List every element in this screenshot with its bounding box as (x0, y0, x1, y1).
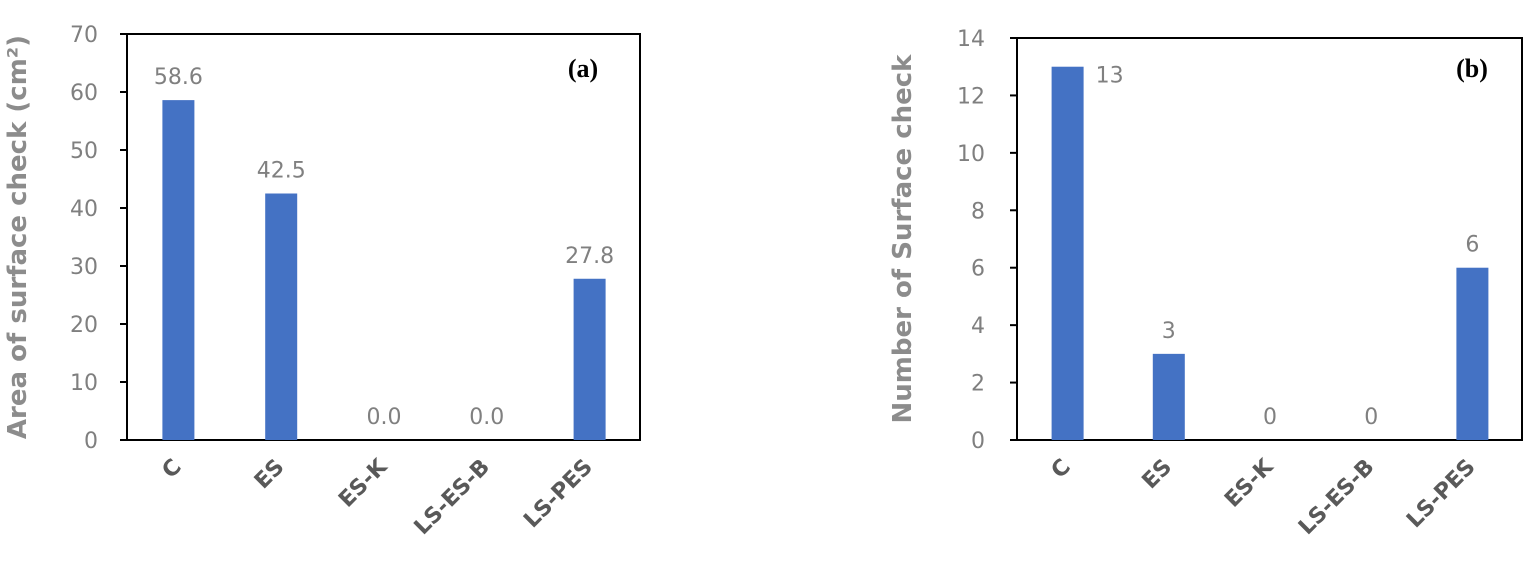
data-label: 6 (1465, 233, 1479, 258)
x-category-label: LS-PES (1402, 455, 1480, 533)
y-tick-label: 20 (70, 313, 98, 338)
data-label: 42.5 (257, 159, 306, 184)
x-category-label: LS-ES-B (1294, 455, 1379, 540)
x-category-label: C (1047, 455, 1076, 484)
y-tick-label: 8 (971, 199, 985, 224)
data-label: 58.6 (154, 65, 203, 90)
bar (1051, 66, 1084, 440)
x-category-label: C (158, 455, 187, 484)
panel-label: (a) (568, 54, 598, 83)
x-category-label: LS-PES (519, 455, 597, 533)
y-tick-label: 0 (84, 429, 98, 454)
data-label: 0 (1263, 405, 1277, 430)
y-tick-label: 12 (957, 84, 985, 109)
chart-panel-b: 0 2 4 6 8 10 12 14 Number of Surface check 13 C 3 ES… (888, 27, 1523, 540)
bar (1152, 353, 1185, 440)
y-tick-label: 60 (70, 81, 98, 106)
chart-panel-a: 0 10 20 30 40 50 60 70 Area of surface check (cm… (3, 23, 641, 540)
plot-frame (126, 33, 641, 441)
y-tick-label: 50 (70, 139, 98, 164)
x-category-label: ES-K (1220, 454, 1279, 513)
data-label: 0.0 (367, 405, 402, 430)
panel-label: (b) (1456, 54, 1488, 83)
data-label: 13 (1096, 64, 1124, 89)
y-tick-label: 40 (70, 197, 98, 222)
bar (265, 193, 298, 440)
y-tick-label: 70 (70, 23, 98, 48)
y-tick-label: 6 (971, 257, 985, 282)
y-axis-label: Number of Surface check (888, 54, 918, 424)
plot-frame (1016, 37, 1523, 441)
x-category-label: ES (250, 455, 290, 495)
y-tick-label: 10 (70, 371, 98, 396)
y-tick-label: 0 (971, 429, 985, 454)
y-tick-label: 4 (971, 314, 985, 339)
data-label: 27.8 (565, 244, 614, 269)
x-category-label: ES-K (334, 454, 393, 513)
y-tick-label: 2 (971, 372, 985, 397)
y-tick-label: 14 (957, 27, 985, 52)
data-label: 0 (1364, 405, 1378, 430)
bar (573, 278, 606, 440)
bar (1456, 267, 1489, 440)
x-category-label: ES (1138, 455, 1178, 495)
x-category-label: LS-ES-B (410, 455, 495, 540)
bar (162, 100, 195, 441)
y-tick-label: 30 (70, 255, 98, 280)
y-axis-label: Area of surface check (cm²) (3, 35, 33, 439)
y-tick-label: 10 (957, 142, 985, 167)
data-label: 0.0 (469, 405, 504, 430)
data-label: 3 (1162, 319, 1176, 344)
